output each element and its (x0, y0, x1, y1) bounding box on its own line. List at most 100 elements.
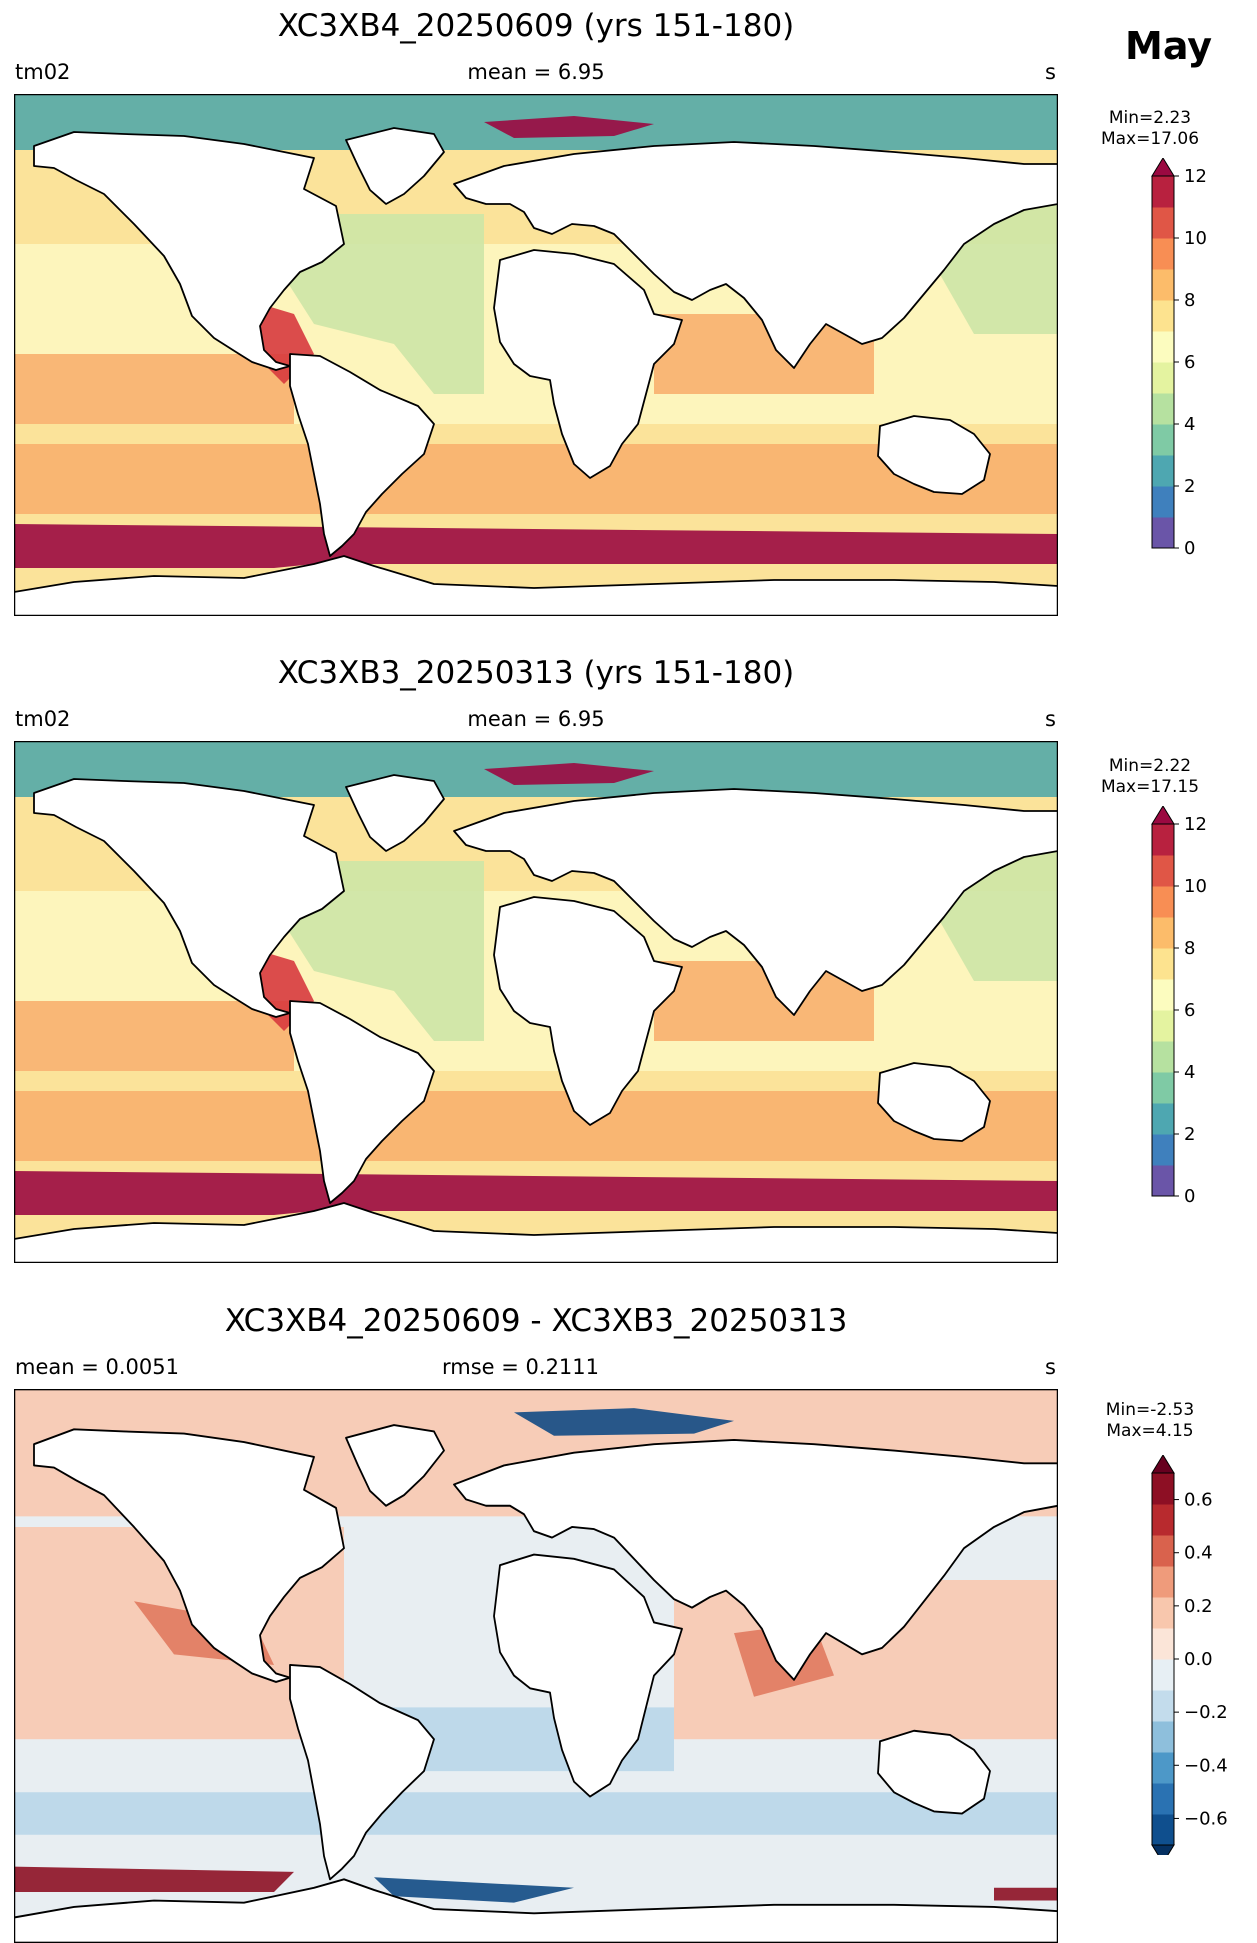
colorbar-tick-label: 6 (1184, 1000, 1195, 1021)
contour-region (994, 1887, 1058, 1901)
colorbar-segment (1152, 979, 1174, 1011)
greenland-landmass (345, 127, 445, 205)
colorbar-tick-label: 6 (1184, 352, 1195, 373)
colorbar-segment (1152, 1566, 1174, 1598)
panel-2-min-label: Min=2.22 (1108, 756, 1192, 776)
australia-landmass (877, 1729, 991, 1815)
panel-1-colorbar-minmax: Min=2.23 Max=17.06 (1090, 108, 1210, 150)
africa-landmass (493, 1553, 683, 1798)
colorbar-segment (1152, 1504, 1174, 1536)
eurasia-landmass (453, 1438, 1058, 1681)
contour-region (14, 1792, 1058, 1835)
colorbar-segment (1152, 1721, 1174, 1753)
eurasia-landmass (453, 788, 1058, 1016)
panel-3-mean-label: mean = 0.0051 (15, 1355, 179, 1379)
map-frame (14, 741, 1058, 1263)
panel-2-max-label: Max=17.15 (1100, 777, 1200, 797)
colorbar-segment (1152, 238, 1174, 270)
contour-region (14, 1866, 294, 1893)
colorbar-segment (1152, 855, 1174, 887)
colorbar-segment (1152, 1690, 1174, 1722)
greenland-landmass (345, 774, 445, 852)
panel-1-min-label: Min=2.23 (1108, 108, 1192, 128)
africa-landmass (493, 249, 683, 479)
colorbar-segment (1152, 362, 1174, 394)
colorbar-tick-label: 0.4 (1184, 1543, 1213, 1564)
panel-1-units-label: s (1045, 60, 1056, 84)
colorbar-segment (1152, 824, 1174, 856)
contour-region (14, 1001, 294, 1071)
eurasia-landmass (453, 141, 1058, 369)
south-america-landmass (289, 1663, 435, 1881)
colorbar-segment (1152, 1628, 1174, 1660)
panel-2-title: XC3XB3_20250313 (yrs 151-180) (277, 655, 795, 691)
colorbar-segment (1152, 1134, 1174, 1166)
antarctica-landmass (14, 1878, 1058, 1943)
colorbar-segment (1152, 269, 1174, 301)
north-america-landmass (33, 1428, 345, 1683)
panel-2-colorbar-minmax: Min=2.22 Max=17.15 (1090, 756, 1210, 798)
colorbar-segment (1152, 1783, 1174, 1815)
colorbar-segment (1152, 1041, 1174, 1073)
contour-region (374, 1877, 574, 1903)
colorbar-segment (1152, 1103, 1174, 1135)
colorbar-tick-label: 2 (1184, 1124, 1195, 1145)
panel-2-mean-label: mean = 6.95 (467, 707, 605, 731)
contour-region (14, 524, 1058, 568)
colorbar-tick-label: −0.2 (1184, 1702, 1228, 1723)
panel-1-max-label: Max=17.06 (1100, 129, 1200, 149)
panel-1-mean-label: mean = 6.95 (467, 60, 605, 84)
panel-3-units-label: s (1045, 1355, 1056, 1379)
colorbar-segment (1152, 331, 1174, 363)
colorbar-tick-label: 12 (1184, 166, 1207, 187)
contour-region (514, 1408, 734, 1436)
colorbar-tick-label: 10 (1184, 876, 1207, 897)
panel-3-colorbar: 0.6 0.4 0.2 0.0 −0.2 −0.4 −0.6 (1151, 1455, 1228, 1855)
panel-1-map (14, 94, 1058, 616)
colorbar-segment (1152, 886, 1174, 918)
colorbar-tick-label: −0.6 (1184, 1808, 1228, 1829)
colorbar-segment (1152, 1072, 1174, 1104)
panel-3-title: XC3XB4_20250609 - XC3XB3_20250313 (224, 1303, 848, 1339)
colorbar-tick-label: 8 (1184, 938, 1195, 959)
panel-2-map (14, 741, 1058, 1263)
panel-2-variable-label: tm02 (15, 707, 71, 731)
contour-region (484, 763, 654, 785)
panel-2-units-label: s (1045, 707, 1056, 731)
colorbar-tick-label: −0.4 (1184, 1755, 1228, 1776)
colorbar-segment (1152, 917, 1174, 949)
panel-3-colorbar-minmax: Min=-2.53 Max=4.15 (1090, 1400, 1210, 1442)
colorbar-tick-label: 0.6 (1184, 1490, 1213, 1511)
colorbar-segment (1152, 424, 1174, 456)
colorbar-segment (1152, 1535, 1174, 1567)
colorbar-segment (1152, 948, 1174, 980)
colorbar-segment (1152, 176, 1174, 208)
colorbar-segment (1152, 1165, 1174, 1197)
colorbar-extend-high (1151, 806, 1175, 825)
panel-1-variable-label: tm02 (15, 60, 71, 84)
colorbar-extend-high (1151, 1455, 1175, 1474)
colorbar-tick-label: 4 (1184, 1062, 1195, 1083)
contour-region (14, 1091, 1058, 1161)
colorbar-segment (1152, 1473, 1174, 1505)
colorbar-segment (1152, 1597, 1174, 1629)
map-frame (14, 94, 1058, 616)
antarctica-landmass (14, 1202, 1058, 1263)
contour-region (484, 116, 654, 138)
panel-3-min-label: Min=-2.53 (1105, 1400, 1195, 1420)
colorbar-segment (1152, 1659, 1174, 1691)
panel-1-title: XC3XB4_20250609 (yrs 151-180) (277, 8, 795, 44)
colorbar-tick-label: 10 (1184, 228, 1207, 249)
colorbar-segment (1152, 207, 1174, 239)
colorbar-tick-label: 8 (1184, 290, 1195, 311)
colorbar-tick-label: 0.2 (1184, 1596, 1213, 1617)
africa-landmass (493, 896, 683, 1126)
colorbar-tick-label: 4 (1184, 414, 1195, 435)
colorbar-tick-label: 0.0 (1184, 1649, 1213, 1670)
colorbar-extend-low (1151, 1844, 1175, 1855)
colorbar-tick-label: 2 (1184, 476, 1195, 497)
australia-landmass (877, 1062, 991, 1142)
north-america-landmass (33, 778, 345, 1018)
colorbar-tick-label: 0 (1184, 538, 1195, 558)
panel-3-max-label: Max=4.15 (1106, 1421, 1194, 1441)
